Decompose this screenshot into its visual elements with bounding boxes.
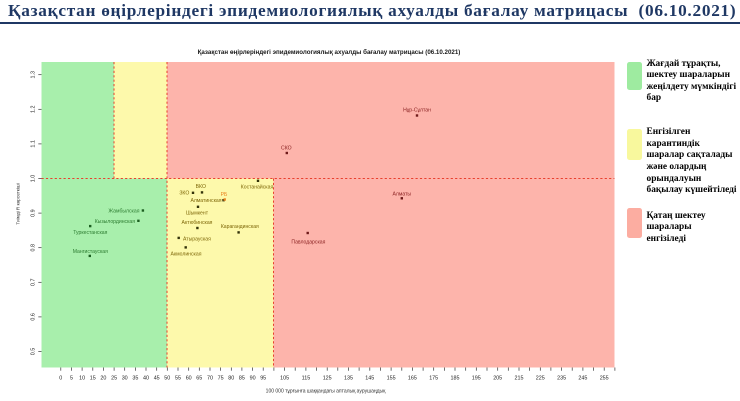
svg-text:90: 90 xyxy=(250,376,256,382)
svg-text:0.5: 0.5 xyxy=(31,348,37,356)
svg-text:75: 75 xyxy=(218,376,224,382)
svg-text:205: 205 xyxy=(493,376,502,382)
svg-text:215: 215 xyxy=(515,376,524,382)
svg-text:СКО: СКО xyxy=(281,146,292,152)
svg-text:Алматы: Алматы xyxy=(393,192,412,198)
svg-text:175: 175 xyxy=(429,376,438,382)
svg-text:ВКО: ВКО xyxy=(196,184,206,190)
svg-text:Шымкент: Шымкент xyxy=(186,211,209,217)
svg-text:95: 95 xyxy=(260,376,266,382)
svg-text:Жамбылская: Жамбылская xyxy=(108,209,139,215)
svg-text:1.3: 1.3 xyxy=(31,71,37,79)
svg-text:235: 235 xyxy=(557,376,566,382)
svg-text:Нұр-Сұлтан: Нұр-Сұлтан xyxy=(403,107,431,113)
svg-text:105: 105 xyxy=(280,376,289,382)
svg-text:135: 135 xyxy=(344,376,353,382)
svg-text:115: 115 xyxy=(302,376,311,382)
svg-text:245: 245 xyxy=(578,376,587,382)
svg-text:0: 0 xyxy=(59,376,62,382)
svg-text:Костанайская: Костанайская xyxy=(241,184,274,191)
svg-text:Туркестанская: Туркестанская xyxy=(73,230,107,236)
svg-text:25: 25 xyxy=(111,376,117,382)
svg-text:55: 55 xyxy=(175,376,181,382)
svg-text:1.0: 1.0 xyxy=(31,175,37,183)
svg-text:155: 155 xyxy=(387,376,396,382)
svg-text:165: 165 xyxy=(408,376,417,382)
svg-text:40: 40 xyxy=(143,376,149,382)
svg-text:0.8: 0.8 xyxy=(31,244,37,252)
svg-text:30: 30 xyxy=(122,376,128,382)
svg-text:125: 125 xyxy=(323,376,332,382)
svg-text:ЗКО: ЗКО xyxy=(179,191,189,197)
svg-text:100 000 тұрғынға шаққандағы ап: 100 000 тұрғынға шаққандағы апталық ауру… xyxy=(266,388,386,394)
svg-text:255: 255 xyxy=(600,376,609,382)
svg-text:Актюбинская: Актюбинская xyxy=(182,220,213,226)
svg-text:185: 185 xyxy=(451,376,460,382)
svg-text:145: 145 xyxy=(365,376,374,382)
svg-text:Павлодарская: Павлодарская xyxy=(291,239,325,245)
svg-text:195: 195 xyxy=(472,376,481,382)
svg-text:10: 10 xyxy=(79,376,85,382)
svg-text:0.6: 0.6 xyxy=(31,313,37,321)
svg-text:35: 35 xyxy=(132,376,138,382)
svg-text:Мангистауская: Мангистауская xyxy=(73,249,108,255)
svg-text:65: 65 xyxy=(196,376,202,382)
svg-text:0.9: 0.9 xyxy=(31,209,37,217)
svg-text:45: 45 xyxy=(154,376,160,382)
svg-text:Атырауская: Атырауская xyxy=(183,236,211,242)
svg-text:1.2: 1.2 xyxy=(31,106,37,114)
svg-text:80: 80 xyxy=(228,376,234,382)
svg-text:РБ: РБ xyxy=(221,192,228,198)
svg-text:Қазақстан өңірлеріндегі эпидем: Қазақстан өңірлеріндегі эпидемиологиялық… xyxy=(198,49,461,56)
svg-text:Алматинская: Алматинская xyxy=(190,198,221,204)
svg-text:Карагандинская: Карагандинская xyxy=(221,224,259,230)
svg-text:5: 5 xyxy=(70,376,73,382)
svg-text:Кызылординская: Кызылординская xyxy=(95,219,136,225)
svg-text:225: 225 xyxy=(536,376,545,382)
svg-text:Акмолинская: Акмолинская xyxy=(171,251,202,257)
svg-text:0.7: 0.7 xyxy=(31,279,37,287)
svg-text:70: 70 xyxy=(207,376,213,382)
svg-text:Тиімді R көрсеткіші: Тиімді R көрсеткіші xyxy=(16,183,21,224)
svg-text:1.1: 1.1 xyxy=(31,140,37,148)
svg-text:60: 60 xyxy=(186,376,192,382)
svg-text:85: 85 xyxy=(239,376,245,382)
svg-text:50: 50 xyxy=(164,376,170,382)
svg-text:15: 15 xyxy=(90,376,96,382)
svg-text:20: 20 xyxy=(100,376,106,382)
